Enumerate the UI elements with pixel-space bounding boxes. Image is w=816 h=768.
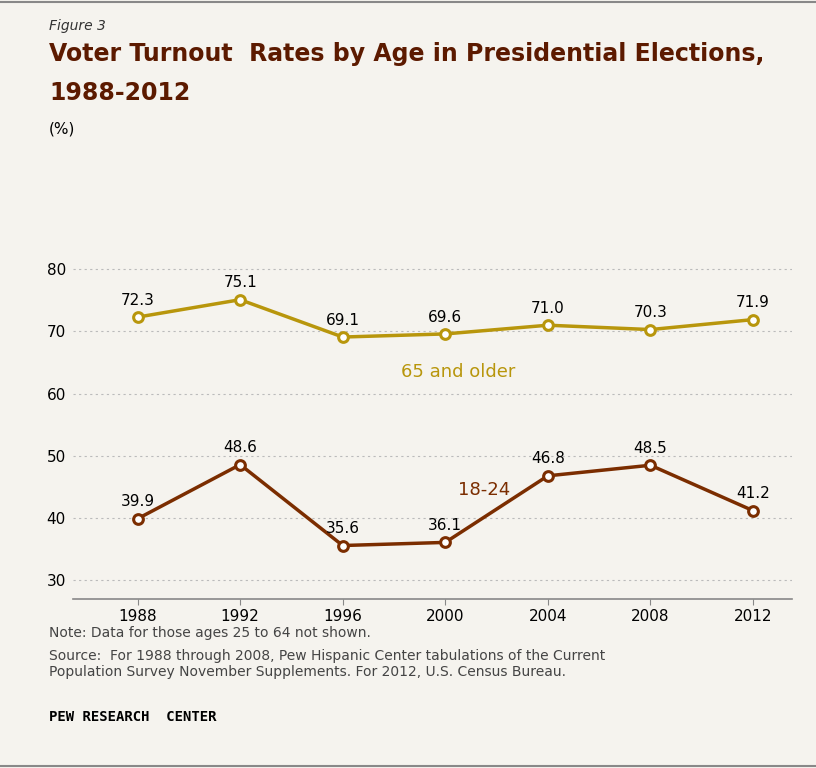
Text: 71.0: 71.0 <box>531 301 565 316</box>
Text: Figure 3: Figure 3 <box>49 19 106 33</box>
Text: 72.3: 72.3 <box>121 293 154 308</box>
Text: 18-24: 18-24 <box>458 481 510 499</box>
Text: 70.3: 70.3 <box>633 305 667 320</box>
Text: Source:  For 1988 through 2008, Pew Hispanic Center tabulations of the Current
P: Source: For 1988 through 2008, Pew Hispa… <box>49 649 605 679</box>
Text: 69.6: 69.6 <box>428 310 463 325</box>
Text: PEW RESEARCH  CENTER: PEW RESEARCH CENTER <box>49 710 216 724</box>
Text: 65 and older: 65 and older <box>401 363 516 381</box>
Text: Voter Turnout  Rates by Age in Presidential Elections,: Voter Turnout Rates by Age in Presidenti… <box>49 42 765 66</box>
Text: 46.8: 46.8 <box>531 452 565 466</box>
Text: 69.1: 69.1 <box>326 313 360 328</box>
Text: 41.2: 41.2 <box>736 486 770 502</box>
Text: 39.9: 39.9 <box>121 495 154 509</box>
Text: 48.6: 48.6 <box>224 440 257 455</box>
Text: 71.9: 71.9 <box>736 295 770 310</box>
Text: 48.5: 48.5 <box>633 441 667 456</box>
Text: 1988-2012: 1988-2012 <box>49 81 190 104</box>
Text: (%): (%) <box>49 121 75 137</box>
Text: Note: Data for those ages 25 to 64 not shown.: Note: Data for those ages 25 to 64 not s… <box>49 626 370 640</box>
Text: 35.6: 35.6 <box>326 521 360 536</box>
Text: 75.1: 75.1 <box>224 276 257 290</box>
Text: 36.1: 36.1 <box>428 518 463 533</box>
